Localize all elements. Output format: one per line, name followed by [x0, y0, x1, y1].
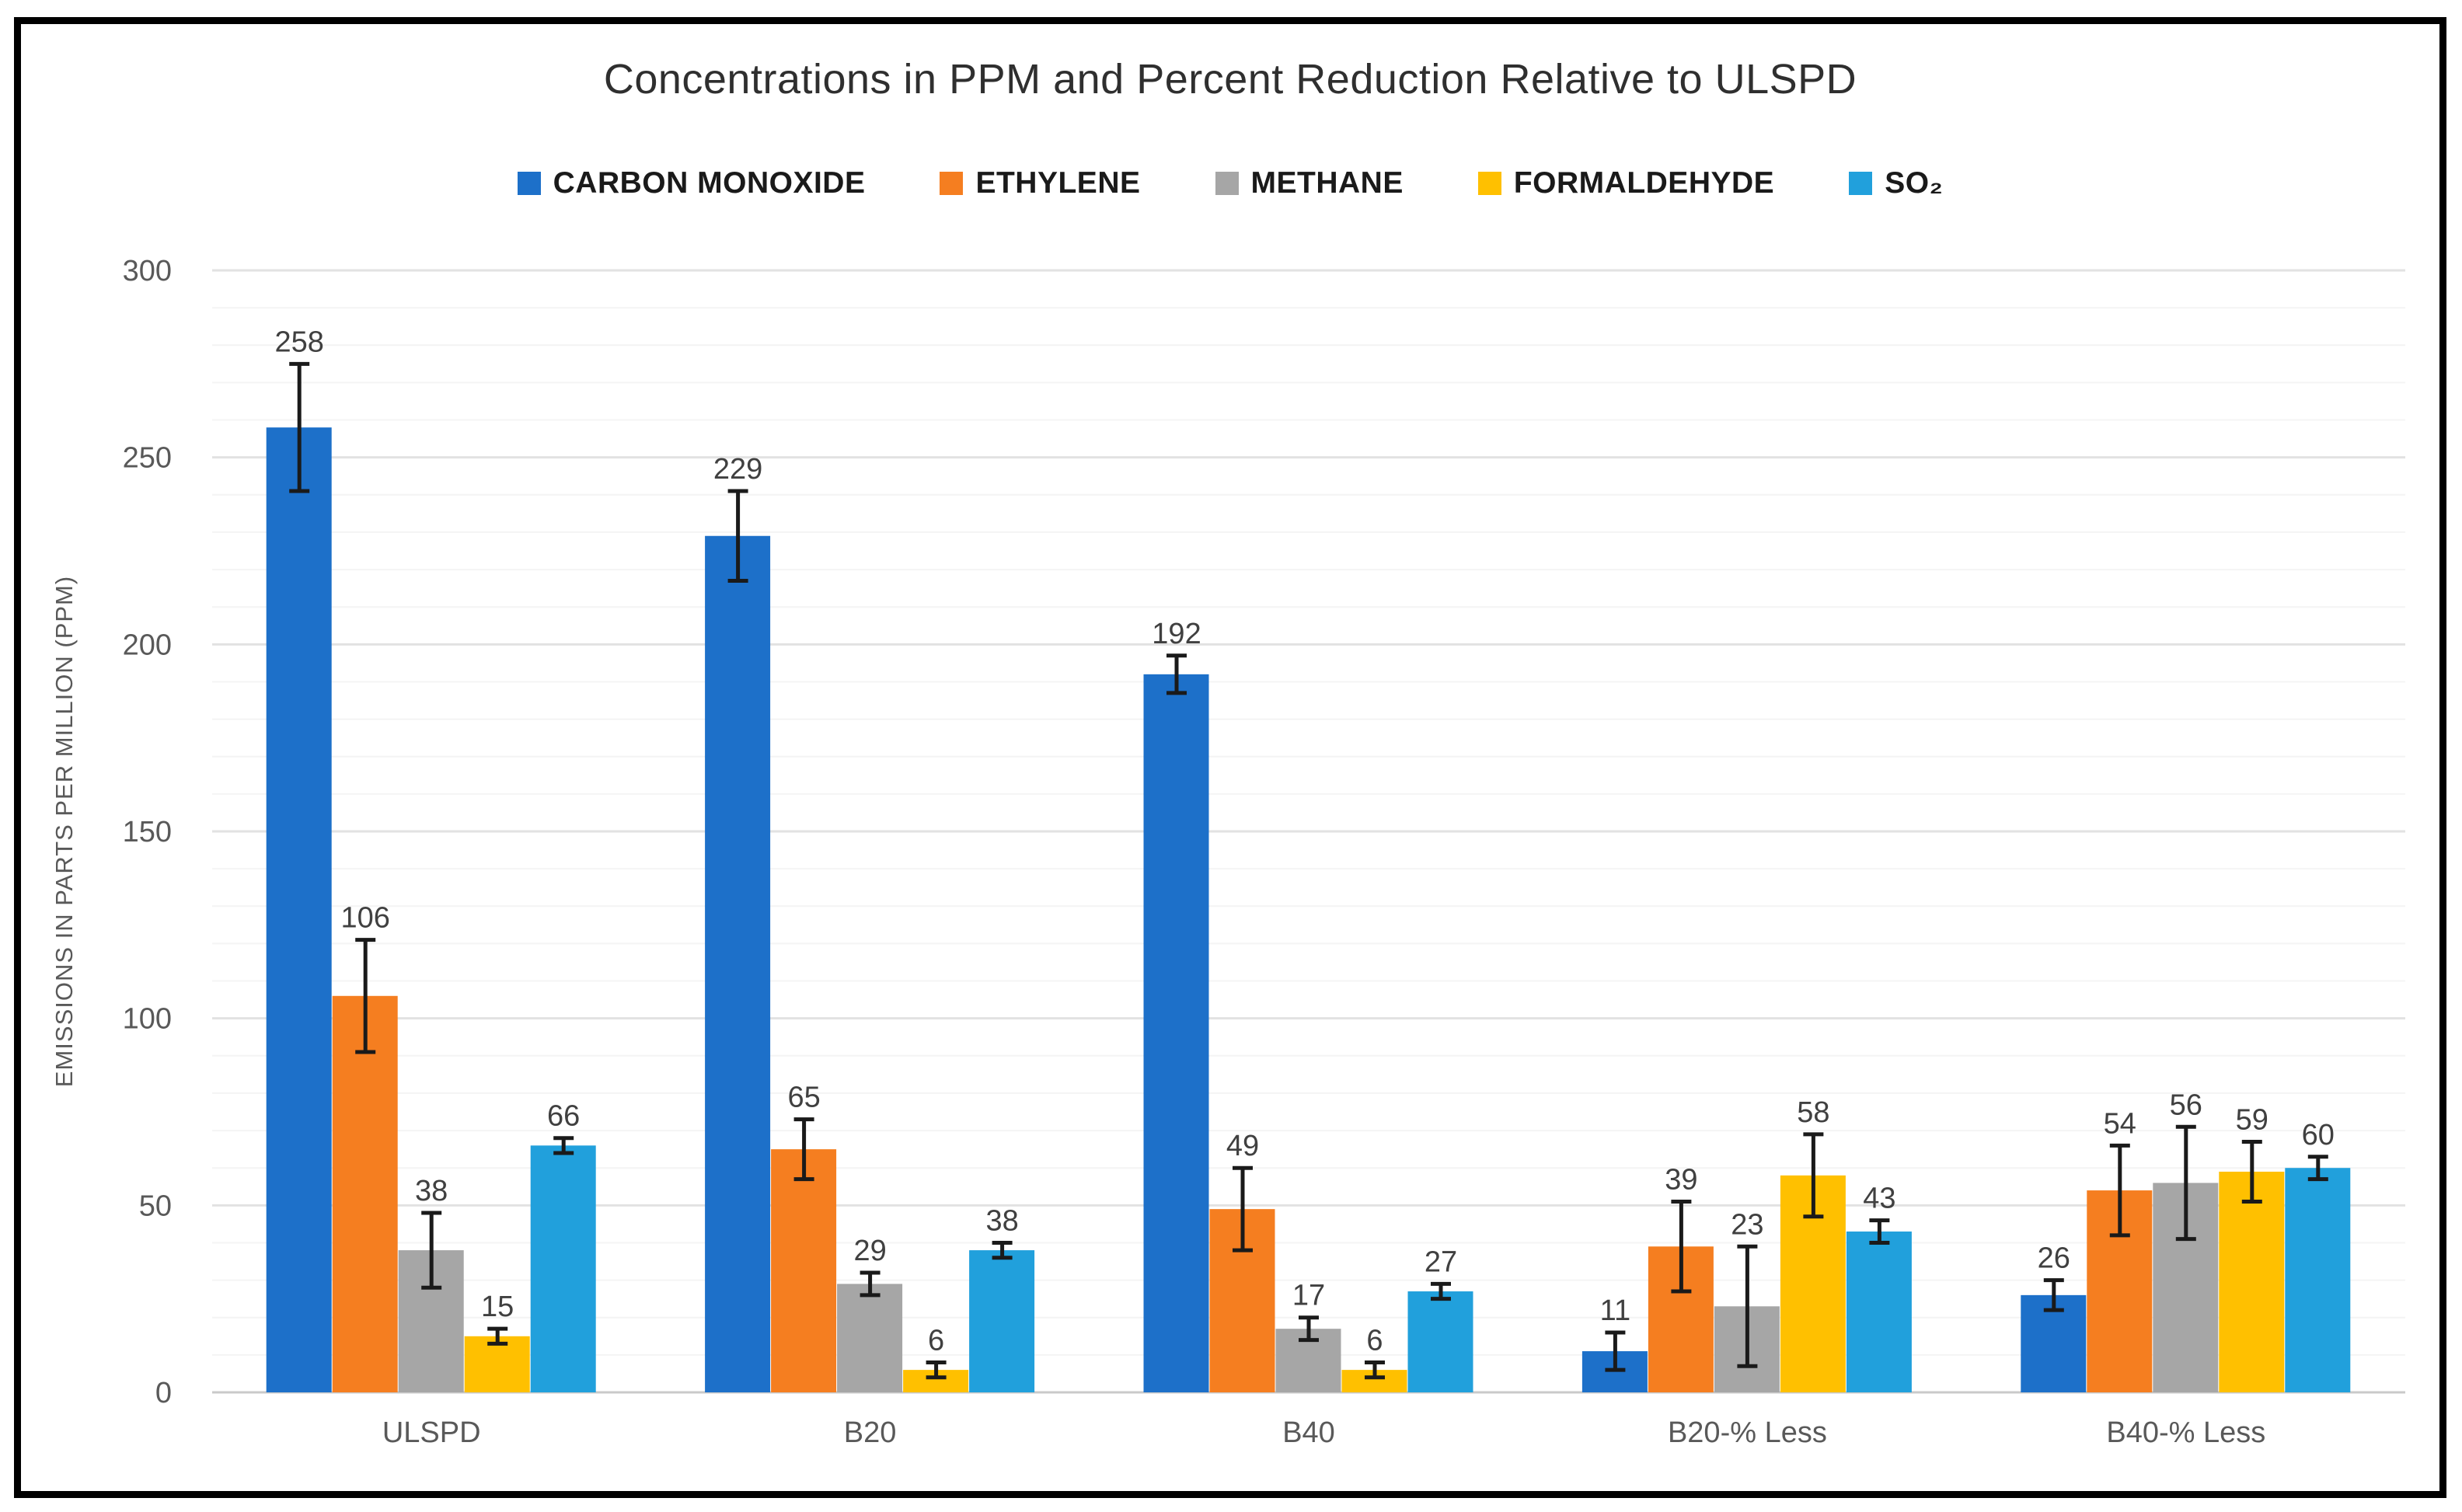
- y-tick-label-50: 50: [139, 1190, 172, 1222]
- y-tick-label-100: 100: [123, 1003, 172, 1036]
- legend: CARBON MONOXIDE ETHYLENE METHANE FORMALD…: [21, 166, 2439, 200]
- error-bar: [487, 1326, 508, 1346]
- error-bar: [1605, 1330, 1626, 1372]
- error-bar: [1299, 1315, 1319, 1343]
- value-label: 6: [1366, 1324, 1383, 1357]
- value-label: 58: [1797, 1096, 1829, 1129]
- y-tick-label-300: 300: [123, 255, 172, 287]
- value-label: 38: [985, 1204, 1018, 1237]
- bar-so--ulspd: [530, 1145, 596, 1392]
- chart-canvas: 0 50 100 150 200 250 300 EMISSIONS IN PARTS PER…: [51, 255, 2405, 1449]
- x-category-label-b20: B20: [844, 1416, 897, 1449]
- error-bar: [1737, 1244, 1758, 1368]
- value-label: 192: [1152, 618, 1201, 650]
- value-label: 258: [274, 326, 323, 358]
- bar-formaldehyde-b40-less: [2219, 1172, 2285, 1392]
- error-bar: [926, 1360, 947, 1380]
- value-label: 106: [340, 902, 389, 935]
- legend-label-methane: METHANE: [1250, 166, 1404, 200]
- x-category-label-ulspd: ULSPD: [382, 1416, 481, 1449]
- value-label: 66: [547, 1100, 580, 1133]
- y-axis-title: EMISSIONS IN PARTS PER MILLION (PPM): [51, 576, 78, 1087]
- value-label: 229: [713, 453, 762, 486]
- value-label: 27: [1425, 1245, 1457, 1278]
- legend-item-ethylene: ETHYLENE: [940, 166, 1140, 200]
- error-bar: [1166, 653, 1187, 695]
- error-bar: [1233, 1165, 1253, 1252]
- value-label: 11: [1600, 1294, 1630, 1327]
- value-label: 6: [928, 1324, 944, 1357]
- value-label: 38: [415, 1175, 448, 1207]
- error-bar: [2109, 1143, 2130, 1238]
- error-bar: [421, 1211, 442, 1290]
- legend-swatch-ethylene: [940, 172, 964, 195]
- bar-carbon-monoxide-b20: [705, 535, 771, 1393]
- chart-title: Concentrations in PPM and Percent Reduct…: [603, 56, 1857, 103]
- value-label: 56: [2170, 1089, 2202, 1121]
- x-category-label-b20-less: B20-% Less: [1668, 1416, 1827, 1449]
- bar-so--b20: [969, 1250, 1035, 1392]
- value-label: 39: [1665, 1164, 1697, 1197]
- legend-label-formaldehyde: FORMALDEHYDE: [1513, 166, 1775, 200]
- value-label: 60: [2302, 1119, 2335, 1151]
- legend-swatch-carbon-monoxide: [517, 172, 541, 195]
- bar-so--b20-less: [1846, 1232, 1912, 1392]
- value-label: 65: [787, 1082, 820, 1114]
- error-bar: [727, 489, 748, 584]
- error-bar: [1803, 1132, 1824, 1219]
- bar-ethylene-ulspd: [332, 995, 398, 1392]
- value-label: 23: [1731, 1208, 1763, 1241]
- error-bar: [553, 1136, 574, 1155]
- value-label: 54: [2104, 1107, 2136, 1140]
- bar-carbon-monoxide-ulspd: [266, 427, 332, 1393]
- legend-item-carbon-monoxide: CARBON MONOXIDE: [517, 166, 866, 200]
- error-bar: [860, 1270, 881, 1298]
- bar-so--b40-less: [2285, 1168, 2351, 1392]
- error-bar: [1671, 1200, 1692, 1294]
- value-label: 15: [481, 1291, 514, 1323]
- error-bar: [355, 938, 376, 1054]
- legend-swatch-methane: [1215, 172, 1239, 195]
- value-label: 43: [1863, 1183, 1895, 1215]
- bar-ethylene-b20: [771, 1149, 837, 1392]
- y-tick-label-0: 0: [155, 1377, 172, 1409]
- y-tick-label-250: 250: [123, 442, 172, 475]
- value-label: 26: [2038, 1242, 2070, 1275]
- value-label: 29: [853, 1235, 886, 1267]
- error-bar: [1869, 1218, 1890, 1245]
- legend-swatch-formaldehyde: [1477, 172, 1501, 195]
- error-bar: [289, 361, 310, 493]
- legend-label-carbon-monoxide: CARBON MONOXIDE: [553, 166, 866, 200]
- error-bar: [2307, 1155, 2328, 1182]
- error-bar: [2241, 1140, 2262, 1204]
- legend-item-formaldehyde: FORMALDEHYDE: [1477, 166, 1775, 200]
- y-tick-label-150: 150: [123, 816, 172, 848]
- legend-item-methane: METHANE: [1215, 166, 1404, 200]
- legend-label-so2: SO₂: [1885, 166, 1944, 200]
- y-tick-label-200: 200: [123, 629, 172, 661]
- error-bar: [2043, 1278, 2064, 1312]
- bar-methane-b20: [837, 1284, 903, 1392]
- x-category-label-b40: B40: [1282, 1416, 1335, 1449]
- legend-swatch-so2: [1849, 172, 1873, 195]
- bar-carbon-monoxide-b40: [1143, 674, 1209, 1392]
- error-bar: [992, 1240, 1013, 1260]
- error-bar: [1365, 1360, 1385, 1380]
- bar-so--b40: [1407, 1291, 1473, 1392]
- error-bar: [2175, 1124, 2196, 1242]
- value-label: 17: [1292, 1280, 1325, 1312]
- error-bar: [793, 1117, 814, 1182]
- x-category-label-b40-less: B40-% Less: [2106, 1416, 2265, 1449]
- legend-label-ethylene: ETHYLENE: [975, 166, 1141, 200]
- chart-frame: Concentrations in PPM and Percent Reduct…: [14, 17, 2446, 1498]
- legend-item-so2: SO₂: [1849, 166, 1943, 200]
- value-label: 49: [1226, 1130, 1259, 1162]
- value-label: 59: [2236, 1104, 2268, 1137]
- error-bar: [1431, 1281, 1451, 1301]
